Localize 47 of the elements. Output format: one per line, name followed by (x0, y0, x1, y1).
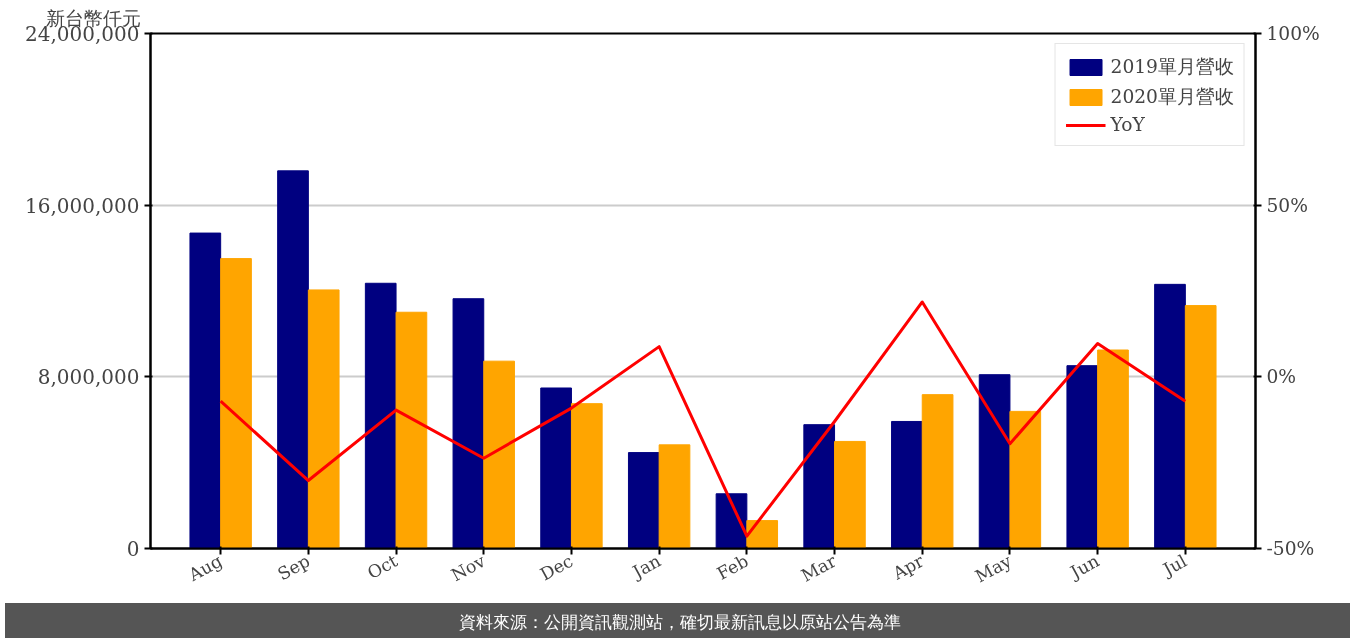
y2-tick-label: 50% (1266, 194, 1308, 216)
bar (540, 387, 572, 549)
bar (1097, 349, 1129, 549)
bar (658, 444, 691, 549)
bar (452, 298, 485, 549)
x-tick-label: Mar (797, 550, 840, 586)
x-tick-label: Jun (1065, 550, 1103, 584)
x-tick-label: Apr (888, 550, 928, 585)
y-tick-label: 8,000,000 (37, 365, 140, 390)
y-tick-label: 0 (126, 537, 140, 561)
bar (364, 282, 397, 549)
bar (627, 452, 660, 549)
x-tick-label: Jan (627, 550, 664, 583)
x-tick-label: Dec (536, 550, 577, 585)
source-note: 資料來源：公開資訊觀測站，確切最新訊息以原站公告為準 (459, 611, 901, 634)
bar (189, 232, 222, 549)
bar (220, 258, 252, 549)
bar (395, 311, 428, 549)
y2-tick-label: 100% (1266, 23, 1320, 44)
bar (921, 394, 954, 549)
x-tick-label: May (971, 550, 1015, 587)
x-tick-label: Feb (713, 550, 752, 584)
x-tick-label: Nov (447, 550, 489, 586)
bar (277, 170, 309, 549)
legend-label: 2020單月營收 (1110, 85, 1234, 109)
y-tick-label: 16,000,000 (24, 193, 140, 218)
bar (483, 360, 515, 549)
bar (1066, 365, 1099, 549)
line-series (219, 300, 1187, 538)
bar (803, 424, 836, 549)
bar (891, 420, 923, 549)
bar (1009, 410, 1042, 549)
bar (307, 289, 340, 549)
legend-label: 2019單月營收 (1110, 55, 1234, 79)
bar (570, 403, 603, 549)
legend-label: YoY (1110, 114, 1145, 135)
x-tick-label: Oct (364, 550, 401, 584)
bar (1184, 305, 1217, 549)
bar (1154, 283, 1186, 549)
bar (834, 440, 866, 549)
bar (978, 374, 1011, 549)
bar (746, 520, 779, 549)
y2-tick-label: 0% (1266, 366, 1297, 388)
x-tick-label: Jul (1158, 550, 1191, 581)
y2-tick-label: -50% (1266, 538, 1315, 559)
x-tick-label: Sep (274, 550, 314, 585)
x-tick-label: Aug (184, 550, 226, 586)
